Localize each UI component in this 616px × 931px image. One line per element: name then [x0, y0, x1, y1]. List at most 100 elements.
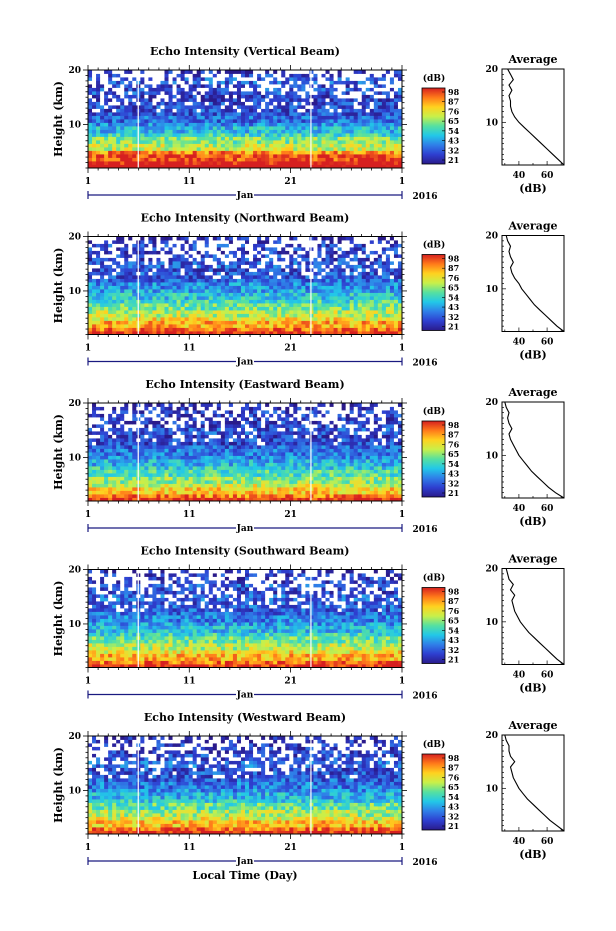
heatmap-cell — [365, 91, 371, 95]
heatmap-cell — [92, 154, 97, 158]
heatmap-cell — [313, 98, 318, 102]
heatmap-cell — [100, 112, 105, 116]
heatmap-cell — [245, 105, 250, 109]
heatmap-cell — [144, 77, 149, 81]
heatmap-cell — [92, 147, 97, 151]
heatmap-cell — [88, 257, 93, 262]
heatmap-cell — [369, 240, 375, 244]
heatmap-cell — [140, 143, 145, 148]
heatmap-cell — [192, 84, 198, 88]
heatmap-cell — [321, 157, 326, 162]
heatmap-cell — [301, 306, 306, 311]
heatmap-cell — [124, 94, 129, 99]
heatmap-cell — [297, 147, 302, 151]
heatmap-cell — [345, 129, 351, 134]
heatmap-cell — [160, 487, 165, 491]
heatmap-cell — [152, 247, 157, 251]
heatmap-cell — [397, 271, 403, 276]
heatmap-cell — [144, 271, 149, 276]
heatmap-cell — [120, 240, 125, 244]
heatmap-cell — [212, 80, 218, 85]
heatmap-cell — [112, 303, 117, 307]
heatmap-cell — [160, 285, 165, 290]
heatmap-cell — [160, 101, 165, 106]
heatmap-cell — [325, 299, 330, 304]
heatmap-cell — [108, 73, 113, 78]
heatmap-cell — [132, 324, 137, 328]
heatmap-cell — [140, 490, 145, 495]
heatmap-cell — [200, 254, 206, 258]
heatmap-cell — [144, 261, 149, 265]
heatmap-cell — [88, 313, 93, 318]
heatmap-cell — [349, 324, 355, 328]
heatmap-cell — [281, 240, 286, 244]
heatmap-cell — [377, 494, 383, 498]
heatmap-cell — [305, 87, 310, 92]
heatmap-cell — [281, 254, 286, 258]
heatmap-cell — [172, 136, 177, 141]
heatmap-cell — [265, 497, 270, 502]
heatmap-cell — [232, 240, 238, 244]
heatmap-cell — [285, 261, 290, 265]
heatmap-cell — [349, 91, 355, 95]
heatmap-cell — [253, 112, 258, 116]
heatmap-cell — [148, 278, 153, 283]
heatmap-cell — [273, 264, 278, 269]
heatmap-cell — [208, 140, 214, 144]
heatmap-cell — [92, 285, 97, 290]
heatmap-cell — [88, 126, 93, 130]
heatmap-cell — [176, 112, 181, 116]
panel-0: Echo Intensity (Vertical Beam)1020Height… — [52, 45, 565, 202]
heatmap-cell — [148, 289, 153, 293]
heatmap-cell — [333, 303, 338, 307]
heatmap-cell — [257, 264, 262, 269]
heatmap-cell — [92, 101, 97, 106]
heatmap-cell — [369, 129, 375, 134]
heatmap-cell — [253, 77, 258, 81]
heatmap-cell — [269, 278, 274, 283]
heatmap-cell — [369, 94, 375, 99]
heatmap-cell — [389, 285, 395, 290]
heatmap-cell — [269, 306, 274, 311]
heatmap-cell — [253, 84, 258, 88]
heatmap-cell — [285, 275, 290, 279]
heatmap-cell — [184, 73, 190, 78]
heatmap-cell — [373, 73, 379, 78]
heatmap-cell — [325, 101, 330, 106]
heatmap-cell — [253, 133, 258, 137]
heatmap-cell — [184, 306, 190, 311]
heatmap-cell — [224, 257, 230, 262]
heatmap-cell — [224, 119, 230, 123]
heatmap-cell — [281, 250, 286, 255]
heatmap-cell — [369, 77, 375, 81]
heatmap-cell — [160, 73, 165, 78]
heatmap-cell — [232, 108, 238, 113]
heatmap-cell — [176, 285, 181, 290]
heatmap-cell — [152, 282, 157, 286]
heatmap-cell — [196, 313, 202, 318]
heatmap-cell — [353, 327, 359, 332]
heatmap-cell — [389, 161, 395, 165]
heatmap-cell — [124, 317, 129, 321]
heatmap-cell — [297, 129, 302, 134]
heatmap-cell — [200, 250, 206, 255]
heatmap-cell — [168, 487, 173, 491]
heatmap-cell — [124, 313, 129, 318]
heatmap-cell — [164, 157, 169, 162]
heatmap-cell — [313, 70, 318, 74]
heatmap-cell — [309, 122, 314, 127]
heatmap-cell — [232, 261, 238, 265]
heatmap-cell — [361, 261, 367, 265]
heatmap-cell — [240, 129, 246, 134]
heatmap-cell — [132, 136, 137, 141]
heatmap-cell — [144, 98, 149, 102]
heatmap-cell — [261, 157, 266, 162]
heatmap-cell — [164, 331, 169, 335]
heatmap-cell — [152, 310, 157, 314]
heatmap-cell — [236, 157, 242, 162]
heatmap-cell — [108, 157, 113, 162]
heatmap-cell — [261, 299, 266, 304]
heatmap-cell — [393, 84, 399, 88]
heatmap-cell — [204, 112, 210, 116]
heatmap-cell — [236, 494, 242, 498]
